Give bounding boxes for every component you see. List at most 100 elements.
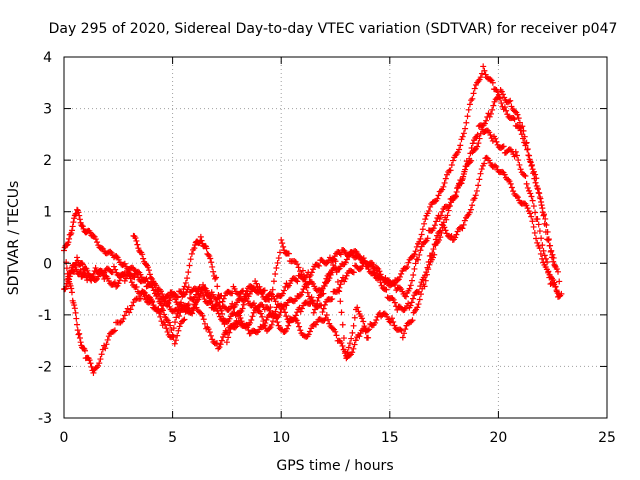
data-point — [323, 260, 330, 267]
data-point — [283, 302, 290, 309]
data-point — [269, 318, 276, 325]
data-point — [407, 302, 414, 309]
data-point — [493, 163, 500, 170]
data-point — [103, 341, 110, 348]
data-point — [293, 277, 300, 284]
data-point — [391, 322, 398, 329]
data-point — [534, 239, 541, 246]
data-point — [470, 90, 477, 97]
data-point — [250, 309, 257, 316]
data-point — [352, 337, 359, 344]
data-point — [346, 352, 353, 359]
data-point — [410, 271, 417, 278]
data-point — [512, 108, 519, 115]
data-point — [543, 266, 550, 273]
data-point — [209, 302, 216, 309]
data-point — [337, 251, 344, 258]
data-point — [553, 266, 560, 273]
data-point — [65, 239, 72, 246]
data-point — [310, 266, 317, 273]
data-point — [515, 157, 522, 164]
data-point — [125, 269, 132, 276]
data-point — [197, 290, 204, 297]
data-point — [506, 178, 513, 185]
data-point — [140, 290, 147, 297]
data-point — [79, 223, 86, 230]
data-point — [295, 264, 302, 271]
data-point — [321, 301, 328, 308]
data-point — [159, 291, 166, 298]
data-point — [75, 209, 82, 216]
data-point — [257, 287, 264, 294]
data-point — [71, 302, 78, 309]
data-point — [520, 127, 527, 134]
data-point — [196, 294, 203, 301]
data-point — [219, 310, 226, 317]
data-point — [186, 262, 193, 269]
data-point — [220, 315, 227, 322]
data-point — [525, 152, 532, 159]
data-point — [217, 305, 224, 312]
data-point — [124, 305, 131, 312]
data-point — [481, 160, 488, 167]
data-point — [453, 231, 460, 238]
data-point — [263, 316, 270, 323]
x-tick-label: 5 — [168, 430, 177, 446]
data-point — [217, 341, 224, 348]
data-point — [207, 332, 214, 339]
data-point — [535, 221, 542, 228]
data-point — [250, 300, 257, 307]
data-point — [366, 326, 373, 333]
data-point — [430, 246, 437, 253]
data-point — [521, 172, 528, 179]
data-point — [528, 213, 535, 220]
data-point — [546, 274, 553, 281]
data-point — [474, 131, 481, 138]
data-point — [413, 256, 420, 263]
data-point — [316, 262, 323, 269]
data-point — [528, 162, 535, 169]
data-point — [191, 245, 198, 252]
data-point — [507, 97, 514, 104]
data-point — [508, 103, 515, 110]
data-point — [473, 187, 480, 194]
data-point — [111, 327, 118, 334]
data-point — [373, 317, 380, 324]
data-point — [87, 229, 94, 236]
data-point — [350, 345, 357, 352]
data-point — [155, 295, 162, 302]
data-point — [323, 312, 330, 319]
data-point — [548, 247, 555, 254]
data-point — [471, 85, 478, 92]
data-point — [176, 304, 183, 311]
data-point — [273, 315, 280, 322]
data-point — [376, 274, 383, 281]
data-point — [374, 270, 381, 277]
data-point — [270, 278, 277, 285]
data-point — [168, 289, 175, 296]
data-point — [133, 283, 140, 290]
data-point — [533, 182, 540, 189]
y-tick-label: 0 — [43, 256, 52, 272]
data-point — [422, 277, 429, 284]
y-tick-label: 3 — [43, 102, 52, 118]
data-point — [394, 277, 401, 284]
data-point — [343, 272, 350, 279]
axis-ticks: -3 -2 -1 0 1 2 3 4 0 5 10 15 20 25 — [38, 50, 616, 446]
data-point — [166, 303, 173, 310]
data-point — [281, 329, 288, 336]
data-point — [229, 300, 236, 307]
data-point — [377, 279, 384, 286]
data-point — [327, 271, 334, 278]
data-point — [421, 283, 428, 290]
data-point — [72, 309, 79, 316]
data-point — [442, 227, 449, 234]
data-point — [532, 179, 539, 186]
data-point — [348, 335, 355, 342]
data-point — [165, 300, 172, 307]
data-point — [157, 313, 164, 320]
data-point — [285, 322, 292, 329]
data-point — [477, 74, 484, 81]
data-point — [205, 326, 212, 333]
grid-lines — [64, 57, 607, 418]
